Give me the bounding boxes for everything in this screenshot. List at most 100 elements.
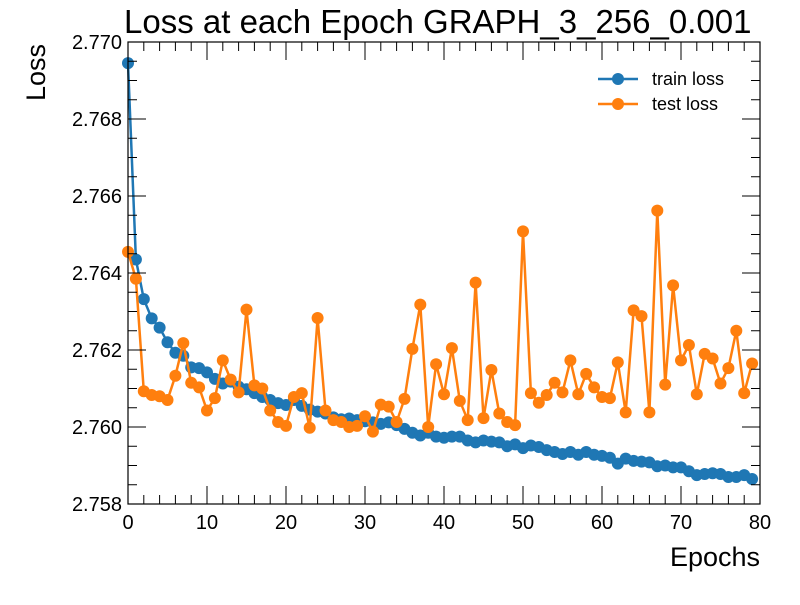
- test-loss-point: [572, 388, 585, 401]
- test-loss-point: [485, 364, 498, 377]
- y-tick-label: 2.764: [72, 263, 122, 285]
- test-loss-point: [177, 337, 190, 350]
- test-loss-point: [730, 324, 743, 337]
- test-loss-point: [169, 369, 182, 382]
- test-loss-point: [430, 358, 443, 371]
- test-loss-point: [611, 356, 624, 369]
- test-loss-point: [682, 338, 695, 351]
- test-loss-point: [675, 354, 687, 367]
- test-loss-point: [319, 404, 332, 417]
- legend-train-loss-label: train loss: [652, 69, 724, 89]
- test-loss-point: [706, 352, 719, 365]
- x-tick-label: 50: [512, 512, 534, 534]
- legend: train loss test loss: [598, 69, 724, 114]
- test-loss-point: [580, 367, 593, 380]
- test-loss-point: [359, 410, 371, 423]
- train-loss-line: [126, 63, 753, 481]
- y-tick-label: 2.770: [72, 32, 122, 54]
- test-loss-point: [588, 381, 601, 394]
- x-tick-label: 60: [591, 512, 613, 534]
- test-loss-point: [208, 392, 221, 405]
- legend-test-loss-label: test loss: [652, 94, 718, 114]
- test-loss-point: [382, 400, 395, 413]
- test-loss-point: [295, 387, 308, 400]
- test-loss-point: [635, 310, 648, 323]
- legend-train-loss-marker: [612, 73, 624, 85]
- test-loss-point: [453, 394, 466, 407]
- x-tick-label: 0: [122, 512, 133, 534]
- test-loss-point: [469, 276, 482, 289]
- test-loss-point: [714, 377, 727, 390]
- test-loss-point: [161, 394, 174, 407]
- test-loss-point: [564, 354, 577, 367]
- series-layer: [122, 57, 759, 485]
- y-axis-label: Loss: [21, 44, 51, 101]
- y-tick-label: 2.766: [72, 186, 122, 208]
- train-loss-point: [145, 312, 158, 325]
- x-tick-label: 10: [196, 512, 218, 534]
- test-loss-point: [398, 392, 411, 405]
- test-loss-point: [667, 279, 680, 292]
- test-loss-point: [651, 204, 664, 217]
- x-tick-label: 40: [433, 512, 455, 534]
- test-loss-point: [722, 362, 735, 375]
- test-loss-point: [438, 388, 450, 401]
- x-tick-label: 80: [749, 512, 771, 534]
- test-loss-point: [540, 389, 553, 402]
- test-loss-point: [240, 303, 253, 316]
- test-loss-point: [603, 392, 616, 405]
- test-loss-point: [390, 415, 403, 428]
- train-loss-point: [746, 472, 759, 485]
- test-loss-point: [690, 388, 703, 401]
- test-loss-point: [129, 272, 142, 285]
- axis-ticks: 0 10 20 30 40 50 60 70 80 2.758 2.760 2.762 2.764 2.7…: [72, 32, 771, 534]
- test-loss-point: [406, 342, 419, 355]
- test-loss-point: [216, 354, 229, 367]
- test-loss-point: [256, 382, 269, 395]
- train-loss-point: [161, 336, 174, 349]
- test-loss-point: [659, 378, 672, 391]
- test-loss-point: [517, 225, 529, 238]
- x-tick-label: 70: [670, 512, 692, 534]
- test-loss-point: [201, 404, 213, 417]
- y-tick-label: 2.760: [72, 417, 122, 439]
- y-tick-label: 2.758: [72, 494, 122, 516]
- test-loss-point: [232, 386, 245, 399]
- test-loss-point: [422, 421, 435, 433]
- test-loss-point: [643, 406, 656, 419]
- test-loss-point: [556, 386, 569, 399]
- test-loss-point: [746, 357, 759, 370]
- test-loss-point: [461, 414, 474, 427]
- test-loss-point: [445, 342, 458, 355]
- legend-test-loss-marker: [612, 98, 624, 110]
- test-loss-point: [351, 419, 364, 432]
- train-loss-point: [153, 321, 166, 334]
- test-loss-point: [532, 396, 545, 409]
- x-tick-label: 20: [275, 512, 297, 534]
- test-loss-point: [619, 406, 632, 419]
- test-loss-point: [193, 381, 206, 394]
- x-tick-label: 30: [354, 512, 376, 534]
- test-loss-point: [303, 421, 316, 434]
- test-loss-point: [477, 412, 490, 425]
- test-loss-point: [509, 419, 522, 432]
- chart-title: Loss at each Epoch GRAPH_3_256_0.001: [124, 3, 751, 40]
- plot-area: [122, 57, 759, 485]
- train-loss-point: [201, 366, 213, 379]
- test-loss-point: [524, 387, 537, 400]
- y-tick-label: 2.762: [72, 340, 122, 362]
- test-loss-point: [280, 419, 292, 432]
- x-axis-label: Epochs: [670, 542, 760, 572]
- train-loss-point: [137, 293, 150, 306]
- train-loss-point: [129, 253, 142, 266]
- test-loss-point: [366, 425, 379, 438]
- test-loss-point: [548, 376, 561, 389]
- y-tick-label: 2.768: [72, 109, 122, 131]
- test-loss-point: [311, 312, 324, 325]
- test-loss-point: [738, 387, 751, 400]
- test-loss-point: [414, 298, 427, 311]
- test-loss-point: [264, 404, 277, 417]
- test-loss-point: [224, 373, 237, 386]
